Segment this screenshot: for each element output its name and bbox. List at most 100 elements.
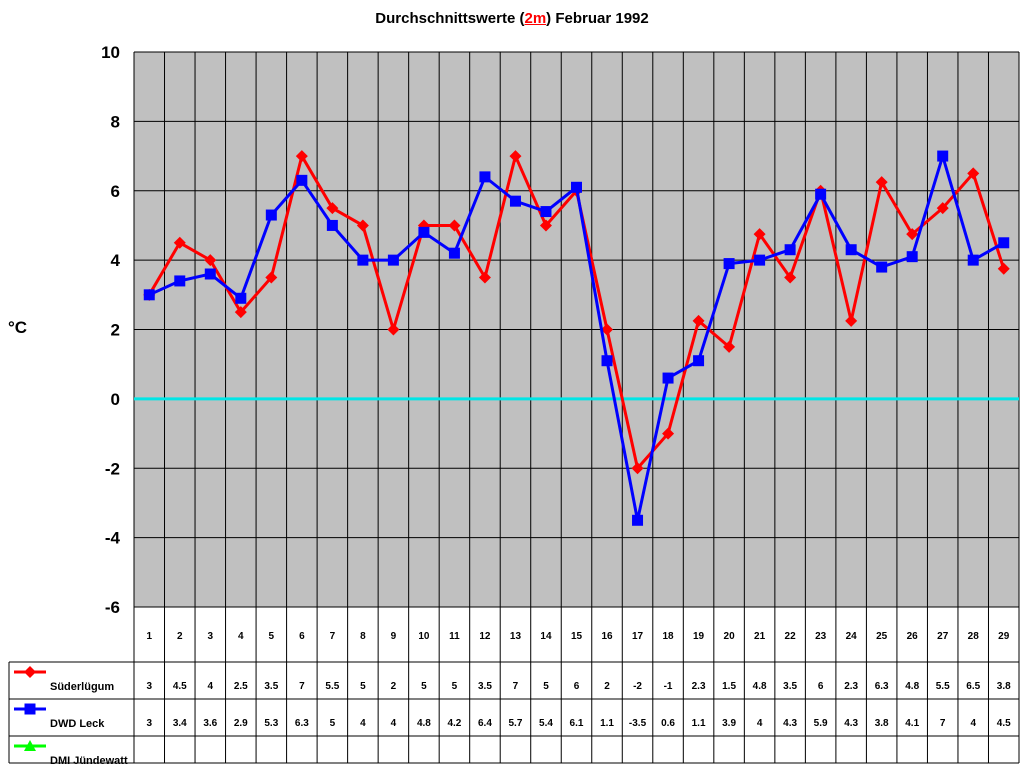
x-tick-label: 15 <box>571 631 583 642</box>
table-cell: 3.4 <box>173 718 187 729</box>
table-cell: 6.5 <box>966 681 980 692</box>
table-cell: 4.3 <box>783 718 797 729</box>
data-point <box>295 150 308 163</box>
x-tick-label: 18 <box>662 631 674 642</box>
data-point <box>876 261 888 273</box>
data-point <box>143 289 155 301</box>
data-point <box>356 219 369 232</box>
x-tick-label: 16 <box>601 631 613 642</box>
data-point <box>937 150 949 162</box>
data-point <box>815 188 827 200</box>
x-tick-label: 27 <box>937 631 949 642</box>
y-tick-label: 10 <box>101 43 120 62</box>
table-cell: 7 <box>513 681 519 692</box>
table-cell: 4 <box>360 718 366 729</box>
data-point <box>692 314 705 327</box>
y-tick-label: 8 <box>111 112 120 131</box>
table-cell: 3 <box>146 681 152 692</box>
x-tick-label: 10 <box>418 631 430 642</box>
x-tick-label: 25 <box>876 631 888 642</box>
table-cell: 5.3 <box>264 718 278 729</box>
table-cell: 5 <box>543 681 549 692</box>
data-point <box>936 202 949 215</box>
x-tick-label: 13 <box>510 631 522 642</box>
data-point <box>478 271 491 284</box>
table-cell: 4.5 <box>173 681 187 692</box>
table-cell: 2 <box>391 681 397 692</box>
table-cell: 5.9 <box>814 718 828 729</box>
table-cell: 4.8 <box>753 681 767 692</box>
y-tick-label: -2 <box>105 459 120 478</box>
table-cell: 6.1 <box>570 718 584 729</box>
x-tick-label: 17 <box>632 631 644 642</box>
data-point <box>662 427 675 440</box>
table-cell: 3.6 <box>203 718 217 729</box>
table-cell: -3.5 <box>629 718 647 729</box>
table-cell: 2 <box>604 681 610 692</box>
data-point <box>601 323 614 336</box>
data-point <box>784 244 796 256</box>
y-tick-label: -4 <box>105 529 121 548</box>
data-point <box>723 340 736 353</box>
x-tick-label: 19 <box>693 631 705 642</box>
table-cell: 6.4 <box>478 718 492 729</box>
table-cell: 4.2 <box>447 718 461 729</box>
x-tick-label: 21 <box>754 631 766 642</box>
y-tick-label: -6 <box>105 598 120 617</box>
x-tick-label: 23 <box>815 631 827 642</box>
legend-marker <box>24 740 36 751</box>
data-point <box>387 254 399 266</box>
x-tick-label: 28 <box>968 631 980 642</box>
x-tick-label: 8 <box>360 631 366 642</box>
table-cell: 2.3 <box>844 681 858 692</box>
table-cell: 0.6 <box>661 718 675 729</box>
data-point <box>174 275 186 287</box>
y-tick-label: 0 <box>111 390 120 409</box>
y-axis-label: °C <box>8 318 28 337</box>
data-point <box>326 202 339 215</box>
data-point <box>845 314 858 327</box>
x-tick-label: 12 <box>479 631 491 642</box>
data-point <box>845 244 857 256</box>
table-cell: 2.3 <box>692 681 706 692</box>
data-point <box>997 262 1010 275</box>
data-point <box>723 258 735 270</box>
table-cell: 4.8 <box>905 681 919 692</box>
table-cell: 3.9 <box>722 718 736 729</box>
table-cell: 4.3 <box>844 718 858 729</box>
data-point <box>631 462 644 475</box>
table-cell: 4 <box>970 718 976 729</box>
data-point <box>204 254 217 267</box>
table-cell: 2.5 <box>234 681 248 692</box>
x-tick-label: 3 <box>208 631 214 642</box>
table-cell: 6.3 <box>295 718 309 729</box>
table-cell: 4.5 <box>997 718 1011 729</box>
table-cell: 3.5 <box>783 681 797 692</box>
data-point <box>753 228 766 241</box>
data-point <box>998 237 1010 249</box>
data-point <box>387 323 400 336</box>
legend-marker <box>24 666 36 678</box>
data-point <box>632 514 644 526</box>
table-cell: 1.1 <box>692 718 706 729</box>
table-cell: 4 <box>208 681 214 692</box>
table-cell: 5.7 <box>509 718 523 729</box>
table-cell: 4.1 <box>905 718 919 729</box>
table-cell: 3.5 <box>478 681 492 692</box>
x-tick-label: 2 <box>177 631 183 642</box>
x-tick-label: 7 <box>330 631 336 642</box>
y-tick-label: 4 <box>111 251 121 270</box>
data-point <box>967 167 980 180</box>
table-cell: -1 <box>664 681 673 692</box>
data-point <box>754 254 766 266</box>
data-point <box>662 372 674 384</box>
data-point <box>967 254 979 266</box>
data-point <box>265 209 277 221</box>
table-cell: 1.5 <box>722 681 736 692</box>
data-point <box>173 236 186 249</box>
table-cell: 5 <box>330 718 336 729</box>
table-cell: 1.1 <box>600 718 614 729</box>
x-tick-label: 1 <box>146 631 152 642</box>
legend-label: Süderlügum <box>50 681 114 693</box>
